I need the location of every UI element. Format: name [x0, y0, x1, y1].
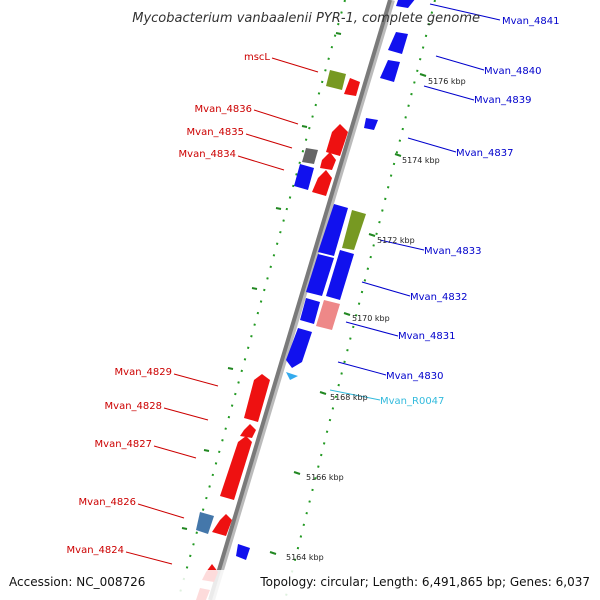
leader-line [237, 155, 285, 171]
leader-lines-reverse [337, 3, 501, 376]
leader-line [423, 85, 475, 101]
inner-dash [227, 367, 234, 370]
gene-mscl-b[interactable] [344, 78, 360, 96]
gene-label-mvan-4833[interactable]: Mvan_4833 [424, 246, 481, 257]
gene-mvan-4827[interactable] [220, 436, 252, 500]
gene-mvan-4828[interactable] [240, 424, 256, 438]
tick-label: 5172 kbp [377, 236, 415, 245]
gene-mvan-4830[interactable] [286, 328, 312, 368]
gene-mvan-4834-blue[interactable] [294, 164, 314, 190]
leader-line [137, 503, 185, 519]
gene-label-mvan-4840[interactable]: Mvan_4840 [484, 66, 541, 77]
inner-dash [301, 125, 308, 128]
gene-label-mvan-4824[interactable]: Mvan_4824 [67, 545, 124, 556]
inner-dash [275, 207, 282, 210]
topology-text: Topology: circular; Length: 6,491,865 bp… [259, 575, 590, 589]
gene-label-mvan-4836[interactable]: Mvan_4836 [195, 104, 252, 115]
gene-label-mvan-r0047[interactable]: Mvan_R0047 [380, 396, 444, 407]
gene-mvan-r0047[interactable] [286, 372, 298, 380]
tick-mark [293, 471, 301, 475]
leader-line-rna [329, 389, 381, 401]
gene-mvan-4824-b[interactable] [236, 544, 250, 560]
tick-mark [419, 73, 427, 77]
genome-axis [208, 0, 392, 600]
gene-mvan-4840[interactable] [388, 32, 408, 54]
gene-mvan-4837[interactable] [364, 118, 378, 130]
tick-label: 5176 kbp [428, 77, 466, 86]
leader-line [245, 133, 293, 149]
inner-guide-line [177, 0, 346, 600]
gene-label-mscl[interactable]: mscL [244, 52, 270, 63]
leader-line [435, 55, 485, 71]
gene-mvan-4836[interactable] [326, 124, 348, 156]
gene-mvan-4833-a[interactable] [318, 204, 348, 256]
leader-line [345, 321, 399, 337]
leader-line [337, 361, 387, 376]
gene-mvan-4841[interactable] [396, 0, 416, 8]
gene-label-mvan-4839[interactable]: Mvan_4839 [474, 95, 531, 106]
tick-marks [269, 73, 427, 555]
gene-label-mvan-4831[interactable]: Mvan_4831 [398, 331, 455, 342]
gene-label-mvan-4837[interactable]: Mvan_4837 [456, 148, 513, 159]
map-title: Mycobacterium vanbaalenii PYR-1, complet… [132, 11, 480, 26]
gene-label-mvan-4826[interactable]: Mvan_4826 [79, 497, 136, 508]
gene-mvan-4832[interactable] [326, 250, 354, 300]
gene-mvan-4839[interactable] [380, 60, 400, 82]
tick-label: 5170 kbp [352, 314, 390, 323]
gene-mvan-4833[interactable] [342, 210, 366, 250]
leader-line [163, 407, 209, 421]
inner-dashes [181, 32, 342, 530]
tick-mark [269, 551, 277, 555]
tick-label: 5168 kbp [330, 393, 368, 402]
gene-mvan-4826[interactable] [212, 514, 232, 536]
footer-backdrop [0, 570, 600, 600]
tick-label: 5164 kbp [286, 553, 324, 562]
tick-mark [343, 312, 351, 316]
inner-dash [251, 287, 258, 290]
leader-line [379, 239, 425, 251]
gene-mvan-4835-grey[interactable] [302, 148, 318, 164]
leader-line [361, 281, 411, 297]
gene-label-mvan-4841[interactable]: Mvan_4841 [502, 16, 559, 27]
leader-line [429, 3, 501, 21]
leader-line [407, 137, 457, 153]
gene-label-mvan-4830[interactable]: Mvan_4830 [386, 371, 443, 382]
gene-mvan-4826-steel[interactable] [196, 512, 214, 534]
gene-label-mvan-4829[interactable]: Mvan_4829 [115, 367, 172, 378]
gene-mscl[interactable] [326, 70, 346, 90]
leader-lines-forward [125, 57, 319, 565]
gene-label-mvan-4828[interactable]: Mvan_4828 [105, 401, 162, 412]
gene-mvan-4832-a[interactable] [306, 254, 334, 296]
gene-mvan-4831[interactable] [316, 300, 340, 330]
gene-label-mvan-4827[interactable]: Mvan_4827 [95, 439, 152, 450]
tick-label: 5166 kbp [306, 473, 344, 482]
leader-line [271, 57, 319, 73]
gene-label-mvan-4834[interactable]: Mvan_4834 [179, 149, 236, 160]
tick-mark [319, 391, 327, 395]
inner-dash [181, 527, 188, 530]
tick-mark [368, 233, 376, 237]
leader-line [125, 551, 173, 565]
inner-dash [335, 32, 342, 35]
leader-line [173, 373, 219, 387]
gene-label-mvan-4832[interactable]: Mvan_4832 [410, 292, 467, 303]
leader-line [253, 109, 299, 125]
gene-mvan-4829[interactable] [244, 374, 270, 422]
gene-mvan-4834[interactable] [312, 170, 332, 196]
gene-mvan-4831-a[interactable] [300, 298, 320, 324]
gene-mvan-4835[interactable] [320, 152, 336, 170]
leader-line [153, 445, 197, 459]
accession-text: Accession: NC_008726 [9, 575, 145, 589]
inner-dash [203, 449, 210, 452]
tick-label: 5174 kbp [402, 156, 440, 165]
tick-mark [394, 153, 402, 157]
gene-label-mvan-4835[interactable]: Mvan_4835 [187, 127, 244, 138]
